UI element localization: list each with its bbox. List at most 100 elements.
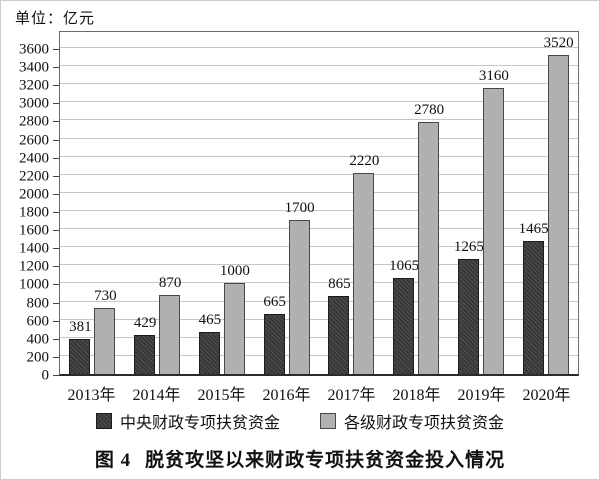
bar-all-levels-funds <box>482 88 504 374</box>
y-tick-mark <box>53 266 59 267</box>
y-tick-label: 800 <box>26 295 50 312</box>
bar-value-label: 2780 <box>414 102 445 118</box>
gridline <box>60 319 578 320</box>
y-tick-mark <box>53 194 59 195</box>
x-axis-label: 2019年 <box>457 387 506 404</box>
bar-group: 381 730 <box>60 32 125 374</box>
bar-value-label: 381 <box>69 319 92 335</box>
y-tick-mark <box>53 303 59 304</box>
gridline <box>60 355 578 356</box>
figure-title: 脱贫攻坚以来财政专项扶贫资金投入情况 <box>145 450 506 471</box>
bar-all-levels-funds <box>547 55 569 374</box>
bar-central-funds <box>522 241 544 374</box>
y-tick-label: 1400 <box>19 240 49 257</box>
legend-item: 中央财政专项扶贫资金 <box>95 409 280 433</box>
y-tick-mark <box>53 121 59 122</box>
x-axis-label: 2020年 <box>522 387 571 404</box>
x-axis-label: 2017年 <box>327 387 376 404</box>
y-tick-mark <box>53 158 59 159</box>
y-tick-mark <box>53 103 59 104</box>
bar-groups: 381 730 429 870 465 1000 665 1700 865 2220 1065 278… <box>60 32 578 374</box>
y-tick-label: 3200 <box>19 77 49 94</box>
bar-group: 1265 3160 <box>449 32 514 374</box>
bar-group: 465 1000 <box>190 32 255 374</box>
bar-value-label: 1700 <box>284 200 315 216</box>
bar-value-label: 465 <box>198 312 222 328</box>
bar-value-label: 3160 <box>478 68 509 84</box>
x-axis-label: 2014年 <box>132 387 181 404</box>
y-tick-label: 3400 <box>19 59 49 76</box>
y-tick-label: 2600 <box>19 132 49 149</box>
gridline <box>60 210 578 211</box>
gridline <box>60 264 578 265</box>
gridline <box>60 47 578 48</box>
gridline <box>60 192 578 193</box>
y-tick-label: 1800 <box>19 204 49 221</box>
y-tick-label: 1600 <box>19 222 49 239</box>
y-tick-mark <box>53 140 59 141</box>
bar-central-funds <box>134 335 156 374</box>
bar-value-label: 429 <box>133 315 157 331</box>
bar-value-label: 3520 <box>543 35 574 51</box>
bar-value-label: 1465 <box>518 221 549 237</box>
x-axis: 2013年 2014年 2015年 2016年 2017年 2018年 2019年 2020年 <box>59 381 579 405</box>
legend-label: 中央财政专项扶贫资金 <box>119 415 280 432</box>
bar-central-funds <box>69 339 91 374</box>
bar-value-label: 865 <box>328 276 351 292</box>
y-tick-label: 2000 <box>19 186 49 203</box>
bar-group: 429 870 <box>125 32 190 374</box>
legend: 中央财政专项扶贫资金 各级财政专项扶贫资金 <box>1 409 599 433</box>
y-tick-mark <box>53 357 59 358</box>
gridline <box>60 174 578 175</box>
bar-value-label: 1065 <box>389 258 420 274</box>
legend-swatch-dark-hatched <box>95 413 112 429</box>
y-tick-mark <box>53 212 59 213</box>
gridline <box>60 246 578 247</box>
gridline <box>60 282 578 283</box>
y-tick-mark <box>53 49 59 50</box>
gridline <box>60 101 578 102</box>
gridline <box>60 119 578 120</box>
y-axis: 0 200 400 600 800 1000 1200 1400 1600 1800 2000 220… <box>1 31 59 383</box>
bar-all-levels-funds <box>94 308 116 374</box>
bar-all-levels-funds <box>418 122 440 374</box>
bar-all-levels-funds <box>223 283 245 374</box>
unit-label: 单位：亿元 <box>15 11 96 27</box>
bar-value-label: 730 <box>94 288 117 304</box>
y-tick-mark <box>53 85 59 86</box>
y-tick-mark <box>53 230 59 231</box>
gridline <box>60 138 578 139</box>
gridline <box>60 337 578 338</box>
legend-label: 各级财政专项扶贫资金 <box>344 415 505 432</box>
x-axis-label: 2013年 <box>67 387 116 404</box>
gridline <box>60 65 578 66</box>
y-tick-label: 3000 <box>19 95 49 112</box>
x-axis-label: 2018年 <box>392 387 441 404</box>
y-tick-label: 400 <box>26 331 50 348</box>
y-tick-label: 0 <box>41 367 50 384</box>
bar-group: 665 1700 <box>254 32 319 374</box>
bar-central-funds <box>393 278 415 374</box>
y-tick-label: 2400 <box>19 150 49 167</box>
bar-all-levels-funds <box>288 220 310 374</box>
y-tick-label: 2800 <box>19 113 49 130</box>
y-tick-label: 2200 <box>19 168 49 185</box>
y-tick-label: 200 <box>26 349 50 366</box>
y-tick-label: 600 <box>26 313 50 330</box>
bar-value-label: 2220 <box>349 153 380 169</box>
y-tick-label: 1200 <box>19 258 49 275</box>
gridline <box>60 301 578 302</box>
gridline <box>60 83 578 84</box>
y-tick-mark <box>53 67 59 68</box>
plot-area: 381 730 429 870 465 1000 665 1700 865 2220 1065 278… <box>59 31 579 376</box>
gridline <box>60 228 578 229</box>
figure-number: 图 4 <box>94 450 132 471</box>
bar-value-label: 665 <box>263 294 286 310</box>
y-tick-mark <box>53 284 59 285</box>
y-tick-label: 1000 <box>19 276 49 293</box>
figure-caption: 图 4 脱贫攻坚以来财政专项扶贫资金投入情况 <box>1 445 599 472</box>
bar-value-label: 1265 <box>453 239 484 255</box>
bar-central-funds <box>328 296 350 374</box>
y-tick-mark <box>53 375 59 376</box>
